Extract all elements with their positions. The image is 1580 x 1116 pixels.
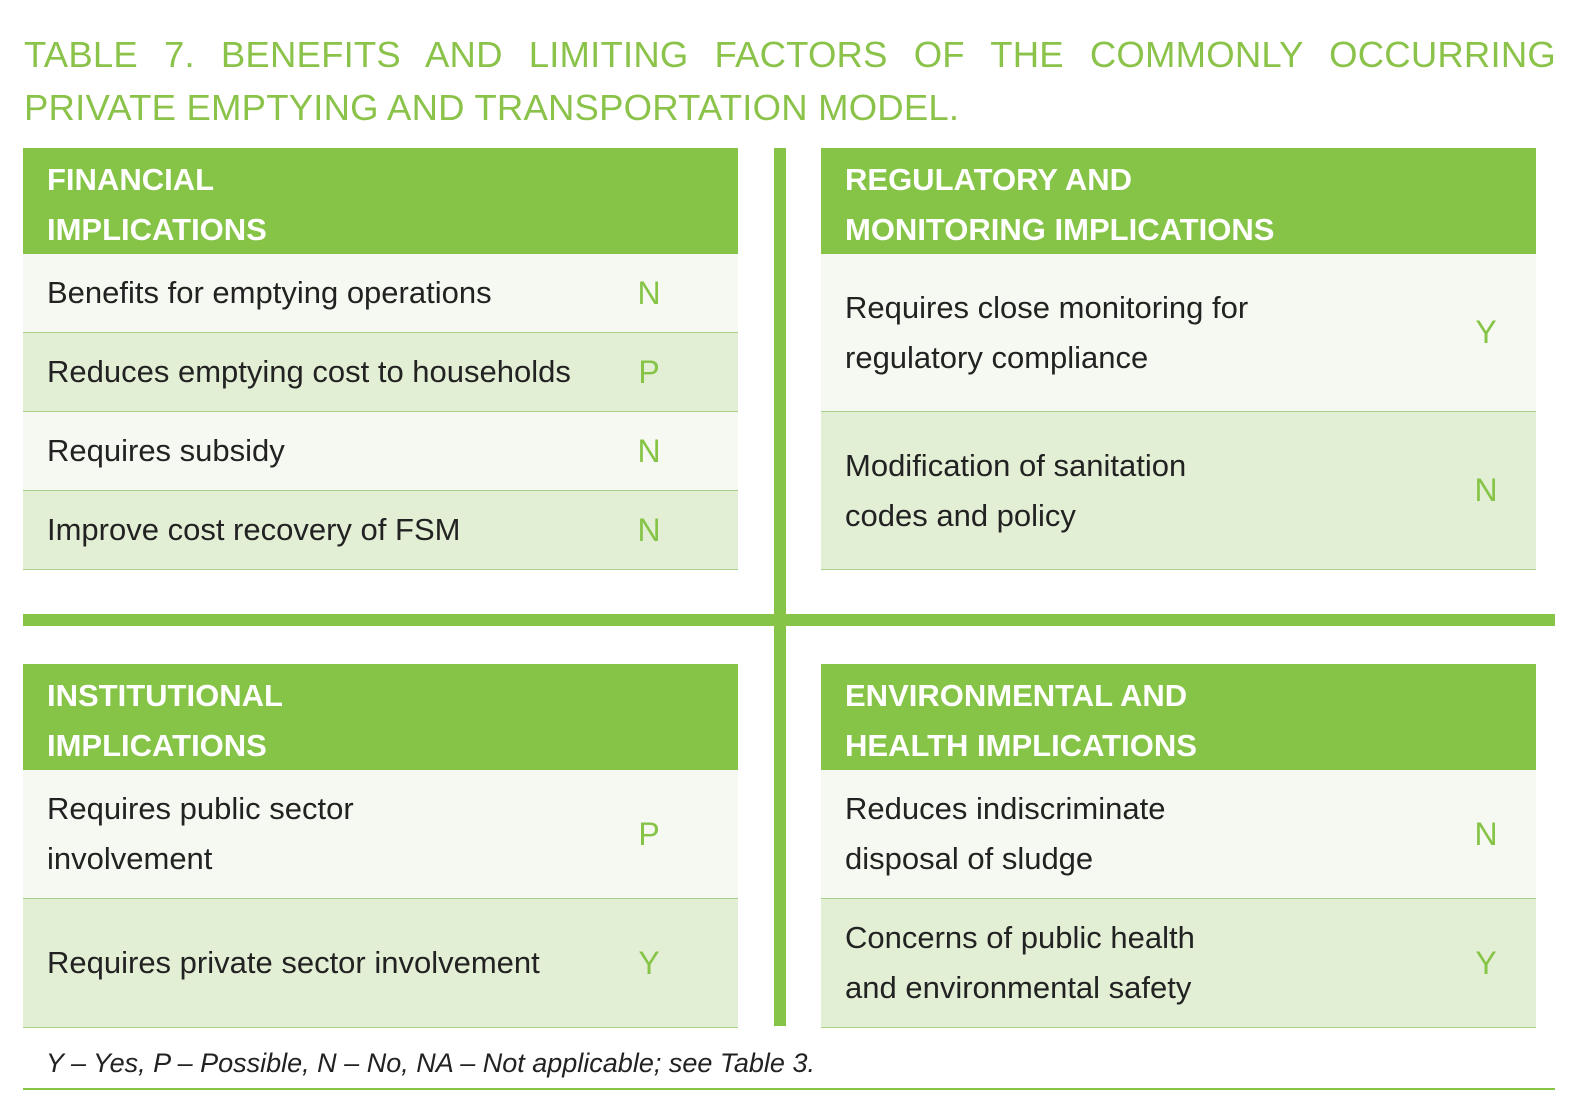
table-row: Reduces emptying cost to households P	[23, 333, 738, 412]
heading-line: IMPLICATIONS	[47, 212, 267, 247]
table-row: Modification of sanitation codes and pol…	[821, 412, 1536, 570]
heading-line: HEALTH IMPLICATIONS	[845, 728, 1197, 763]
table-row: Requires public sector involvement P	[23, 770, 738, 899]
row-label: Concerns of public health and environmen…	[821, 913, 1436, 1013]
label-line: Requires close monitoring for	[845, 289, 1249, 325]
label-line: regulatory compliance	[845, 339, 1149, 375]
horizontal-divider	[23, 614, 1555, 626]
row-rating: P	[638, 815, 660, 852]
heading-line: ENVIRONMENTAL AND	[845, 678, 1188, 713]
vertical-divider	[774, 148, 786, 1026]
row-rating: N	[1474, 815, 1498, 852]
table-row: Improve cost recovery of FSM N	[23, 491, 738, 570]
heading-line: IMPLICATIONS	[47, 728, 267, 763]
row-rating: Y	[1475, 314, 1497, 350]
row-label: Benefits for emptying operations	[47, 275, 492, 310]
row-label: Requires private sector involvement	[47, 945, 540, 980]
row-rating: Y	[1475, 944, 1497, 981]
row-rating: N	[1474, 472, 1498, 508]
table-row: Requires subsidy N	[23, 412, 738, 491]
panel-heading: FINANCIAL IMPLICATIONS	[23, 148, 738, 254]
heading-line: INSTITUTIONAL	[47, 678, 283, 713]
label-line: Requires public sector	[47, 791, 354, 826]
label-line: Modification of sanitation	[845, 447, 1187, 483]
panel-heading: INSTITUTIONAL IMPLICATIONS	[23, 664, 738, 770]
institutional-implications-panel: INSTITUTIONAL IMPLICATIONS Requires publ…	[23, 664, 738, 1028]
row-label: Modification of sanitation codes and pol…	[821, 441, 1436, 541]
table-row: Benefits for emptying operations N	[23, 254, 738, 333]
row-label: Improve cost recovery of FSM	[47, 512, 461, 547]
label-line: involvement	[47, 841, 213, 876]
label-line: and environmental safety	[845, 970, 1192, 1005]
heading-line: REGULATORY AND	[845, 162, 1133, 197]
row-label: Requires public sector involvement	[23, 784, 594, 884]
heading-line: MONITORING IMPLICATIONS	[845, 212, 1275, 247]
regulatory-implications-panel: REGULATORY AND MONITORING IMPLICATIONS R…	[821, 148, 1536, 570]
label-line: codes and policy	[845, 497, 1076, 533]
table-title: TABLE 7. BENEFITS AND LIMITING FACTORS O…	[24, 34, 1556, 128]
table-row: Reduces indiscriminate disposal of sludg…	[821, 770, 1536, 899]
row-rating: N	[637, 274, 661, 311]
panel-heading: ENVIRONMENTAL AND HEALTH IMPLICATIONS	[821, 664, 1536, 770]
row-rating: N	[637, 511, 661, 548]
table-row: Concerns of public health and environmen…	[821, 899, 1536, 1028]
footnote-rule	[23, 1088, 1555, 1090]
table-row: Requires private sector involvement Y	[23, 899, 738, 1028]
label-line: Concerns of public health	[845, 920, 1195, 955]
panel-heading: REGULATORY AND MONITORING IMPLICATIONS	[821, 148, 1536, 254]
label-line: disposal of sludge	[845, 841, 1094, 876]
row-rating: N	[637, 432, 661, 469]
row-label: Requires close monitoring for regulatory…	[821, 283, 1436, 383]
row-label: Reduces emptying cost to households	[47, 354, 571, 389]
financial-implications-panel: FINANCIAL IMPLICATIONS Benefits for empt…	[23, 148, 738, 570]
label-line: Reduces indiscriminate	[845, 791, 1166, 826]
row-label: Reduces indiscriminate disposal of sludg…	[821, 784, 1436, 884]
row-rating: Y	[638, 944, 660, 981]
heading-line: FINANCIAL	[47, 162, 215, 197]
environmental-implications-panel: ENVIRONMENTAL AND HEALTH IMPLICATIONS Re…	[821, 664, 1536, 1028]
table-row: Requires close monitoring for regulatory…	[821, 254, 1536, 412]
row-rating: P	[638, 353, 660, 390]
footnote: Y – Yes, P – Possible, N – No, NA – Not …	[46, 1048, 815, 1078]
row-label: Requires subsidy	[47, 433, 285, 468]
